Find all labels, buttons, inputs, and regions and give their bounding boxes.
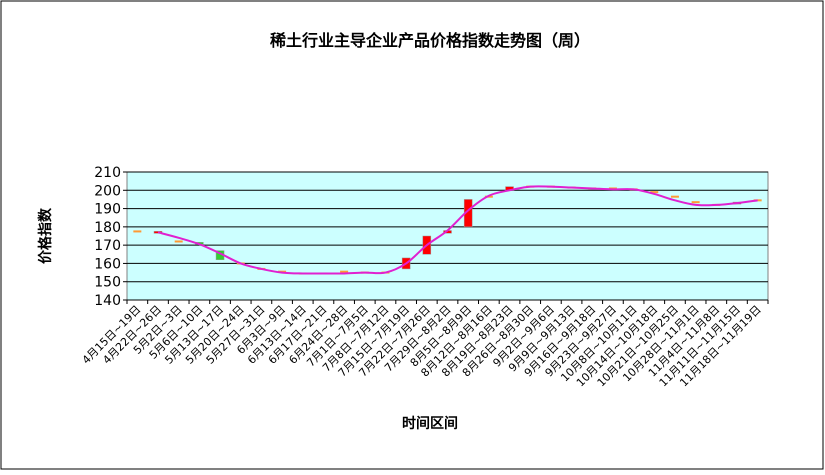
y-tick-label: 180 (94, 220, 121, 236)
trend-line (157, 185, 758, 275)
y-tick-label: 210 (94, 165, 121, 181)
chart-title: 稀土行业主导企业产品价格指数走势图（周） (270, 31, 590, 50)
candle-body (650, 191, 659, 194)
y-tick-label: 150 (94, 275, 121, 291)
candle-body (340, 270, 349, 273)
y-tick-label: 140 (94, 293, 121, 309)
y-tick-label: 170 (94, 238, 121, 254)
y-axis-label: 价格指数 (37, 207, 54, 264)
y-tick-label: 200 (94, 183, 121, 199)
candle-body (174, 240, 183, 243)
candle-body (670, 195, 679, 198)
y-tick-label: 160 (94, 256, 121, 272)
candle-body (133, 230, 142, 233)
plot-area (126, 171, 769, 301)
x-axis-label: 时间区间 (402, 415, 458, 432)
y-tick-label: 190 (94, 202, 121, 218)
candle-body (691, 201, 700, 204)
